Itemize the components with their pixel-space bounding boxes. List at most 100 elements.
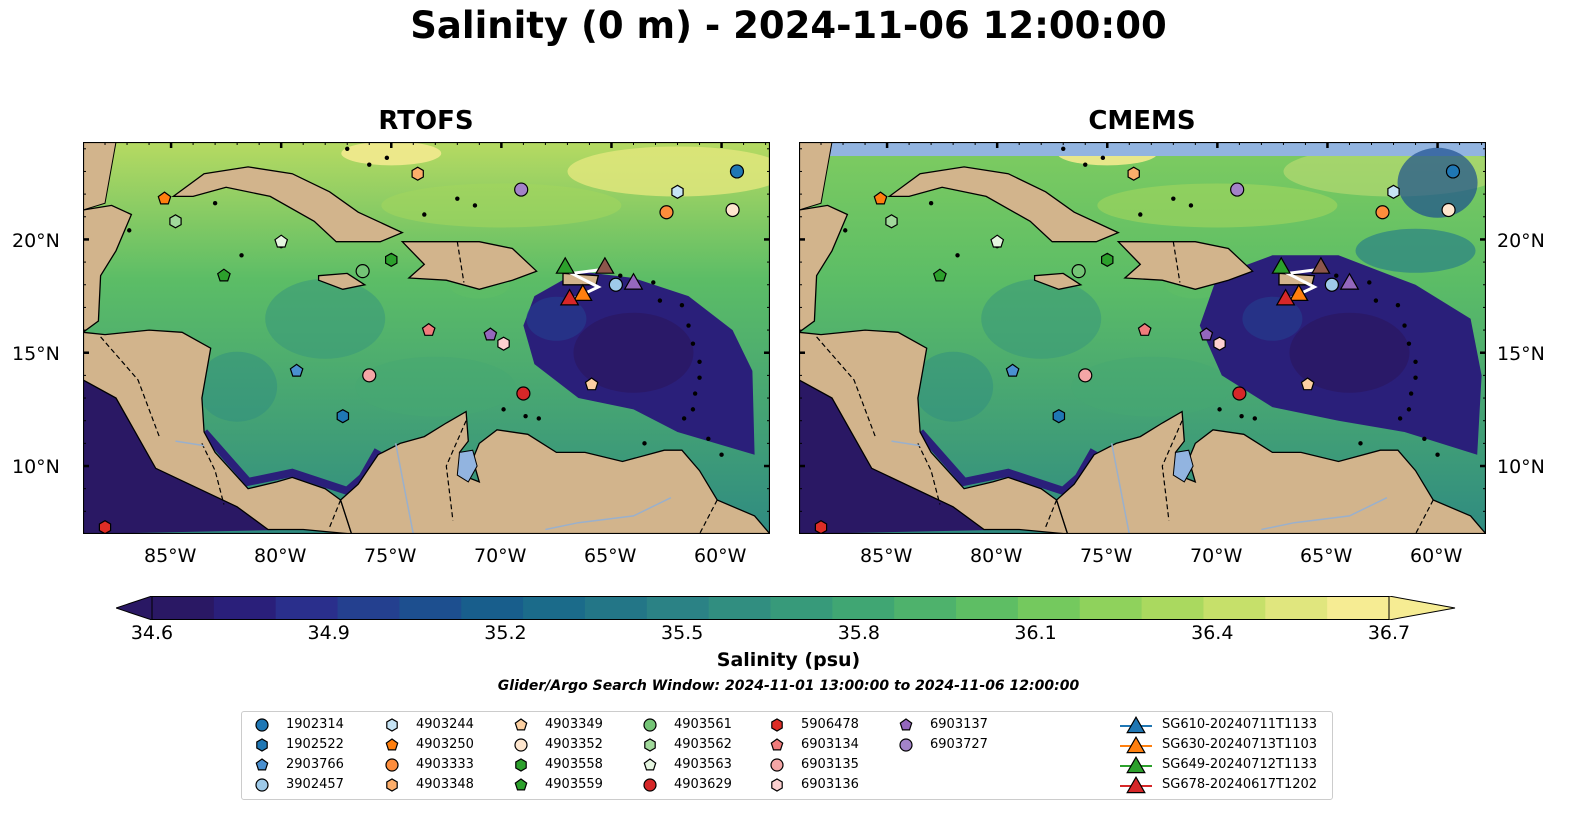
- island: [1334, 273, 1339, 278]
- lat-tick-label: 15°N: [1497, 343, 1545, 365]
- figure-title: Salinity (0 m) - 2024-11-06 12:00:00: [410, 4, 1167, 47]
- legend-marker-icon: [256, 738, 268, 752]
- legend-label: 6903136: [801, 777, 859, 792]
- landmass-south-america: [339, 410, 770, 534]
- marker-4903244: [671, 184, 684, 199]
- legend-label: 2903766: [286, 757, 344, 772]
- colorbar-label: Salinity (psu): [716, 649, 861, 671]
- river: [1110, 443, 1131, 534]
- map-frame: [83, 142, 770, 534]
- legend-marker-icon: [899, 718, 913, 731]
- lake-maracaibo: [1172, 449, 1194, 483]
- legend-pentagon-icon: [514, 778, 528, 791]
- search-window-text: Glider/Argo Search Window: 2024-11-01 13…: [497, 678, 1080, 694]
- colorbar-segment: [584, 596, 648, 620]
- island: [1402, 323, 1407, 328]
- island: [843, 228, 848, 233]
- island: [618, 273, 623, 278]
- legend-label: 1902522: [286, 737, 344, 752]
- colorbar-tick-label: 36.4: [1191, 622, 1234, 644]
- marker-6903134: [421, 322, 436, 336]
- legend-label: SG678-20240617T1202: [1162, 777, 1318, 792]
- marker-1902314: [1445, 164, 1461, 179]
- marker-5906478: [814, 520, 828, 534]
- landmass-hispaniola: [400, 241, 538, 290]
- country-border: [1161, 420, 1183, 521]
- marker-SG649-20240712T1133: [1271, 256, 1292, 274]
- legend-pentagon-icon: [514, 718, 528, 731]
- marker-4903348: [1127, 166, 1140, 181]
- legend-label: 4903562: [674, 737, 732, 752]
- colorbar-tick-label: 34.6: [130, 622, 174, 644]
- country-border: [445, 420, 467, 521]
- marker-uvi_01-20241026T1158: [595, 256, 615, 274]
- legend-hexagon-icon: [515, 758, 527, 772]
- marker-4903561: [355, 264, 370, 279]
- colorbar-segment: [1079, 596, 1143, 620]
- lake-maracaibo: [456, 449, 478, 483]
- lon-tick-label: 70°W: [474, 545, 527, 567]
- legend-hexagon-icon: [386, 778, 398, 792]
- legend: 1902314 1902522 2903766 3902457 4903244 49032…: [241, 711, 1333, 800]
- legend-label: 4903629: [674, 777, 732, 792]
- colorbar-segment: [1327, 596, 1390, 620]
- legend-marker-icon: [255, 718, 269, 732]
- marker-6903137: [483, 327, 498, 341]
- legend-label: 4903559: [545, 777, 603, 792]
- legend-triangle-icon: [1126, 716, 1146, 734]
- island: [536, 416, 541, 421]
- legend-hexagon-icon: [256, 738, 268, 752]
- colorbar-tick-label: 35.2: [484, 622, 527, 644]
- colorbar-segment: [708, 596, 771, 620]
- pacific-ocean: [799, 379, 1020, 534]
- island: [1188, 203, 1194, 208]
- legend-marker-icon: [771, 718, 783, 732]
- colorbar-tick-label: 34.9: [307, 622, 350, 644]
- legend-marker-icon: [1120, 716, 1152, 734]
- colorbar-segment: [1265, 596, 1328, 620]
- marker-4903629: [1232, 386, 1247, 401]
- legend-hexagon-icon: [644, 738, 656, 752]
- legend-triangle-icon: [1126, 736, 1146, 754]
- island: [686, 323, 691, 328]
- legend-marker-icon: [1120, 736, 1152, 754]
- legend-label: 6903135: [801, 757, 859, 772]
- legend-label: 4903563: [674, 757, 732, 772]
- marker-4903349: [584, 377, 599, 391]
- map-panel-cmems: [799, 142, 1486, 534]
- legend-label: 4903561: [674, 717, 732, 732]
- colorbar-segment: [152, 596, 215, 620]
- colorbar-segment: [956, 596, 1019, 620]
- country-border: [1414, 499, 1434, 534]
- legend-label: 4903250: [416, 737, 474, 752]
- legend-pentagon-icon: [385, 738, 399, 751]
- legend-marker-icon: [643, 718, 657, 732]
- colorbar-tick-label: 36.1: [1014, 622, 1057, 644]
- legend-marker-icon: [514, 738, 528, 752]
- legend-hexagon-icon: [771, 778, 783, 792]
- river: [545, 497, 672, 531]
- legend-marker-icon: [1120, 756, 1152, 774]
- colorbar-segment: [646, 596, 710, 620]
- legend-label: 6903134: [801, 737, 859, 752]
- legend-label: SG610-20240711T1133: [1162, 717, 1318, 732]
- legend-circle-icon: [643, 718, 657, 732]
- island: [679, 302, 685, 308]
- legend-circle-icon: [514, 738, 528, 752]
- legend-marker-icon: [643, 778, 657, 792]
- island: [1397, 416, 1403, 421]
- island: [955, 253, 960, 258]
- island: [692, 391, 698, 396]
- marker-4903352: [1441, 202, 1456, 218]
- island: [1138, 212, 1143, 217]
- landmass-cuba: [171, 166, 404, 243]
- colorbar-segment: [399, 596, 462, 620]
- island: [928, 200, 934, 206]
- colorbar-tick-label: 36.7: [1367, 622, 1411, 644]
- lon-tick-label: 75°W: [364, 545, 417, 567]
- landmass-central-america: [83, 329, 353, 534]
- island: [1061, 146, 1066, 151]
- legend-marker-icon: [385, 738, 399, 751]
- lon-tick-label: 65°W: [1300, 545, 1353, 567]
- island: [1217, 407, 1222, 412]
